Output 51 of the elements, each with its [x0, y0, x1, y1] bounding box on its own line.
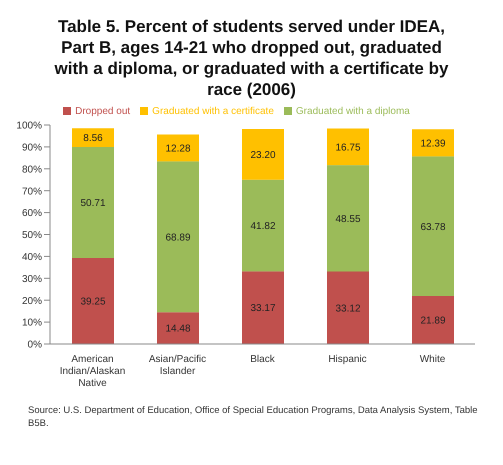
data-label: 41.82	[250, 221, 276, 232]
bar	[242, 128, 284, 180]
bar	[242, 271, 284, 344]
chart-title: Table 5. Percent of students served under IDEA, Part B, ages 14-21 who dropped out, graduated with a diploma, or graduated with a certificate by race (2006)	[54, 16, 450, 100]
bar	[412, 156, 454, 296]
x-tick-label: Asian/Pacific Islander	[148, 354, 206, 377]
bar	[72, 258, 114, 344]
source-note: Source: U.S. Department of Education, Office of Special Education Programs, Data Analysis System, Table B5B.	[27, 404, 479, 430]
bar	[157, 312, 199, 344]
data-label: 16.75	[335, 142, 361, 154]
x-tick-label: Hispanic	[328, 354, 367, 365]
y-tick-label: 50%	[22, 230, 42, 242]
bar	[157, 134, 199, 162]
data-label: 14.48	[165, 324, 191, 335]
x-tick-label: White	[420, 354, 446, 365]
x-tick-label: American Indian/Alaskan Native	[60, 354, 126, 389]
data-label: 63.78	[420, 222, 446, 233]
bar	[327, 128, 369, 166]
y-tick-label: 40%	[22, 252, 42, 263]
data-label: 68.89	[165, 232, 191, 244]
y-tick-label: 90%	[22, 142, 42, 154]
bar	[242, 180, 284, 272]
y-tick-label: 60%	[22, 208, 42, 220]
y-tick-label: 30%	[22, 274, 42, 285]
y-tick-label: 20%	[22, 296, 42, 307]
bar	[72, 146, 114, 258]
data-label: 12.28	[165, 144, 191, 155]
bar	[327, 271, 369, 344]
bar	[157, 161, 199, 312]
bar	[412, 129, 454, 156]
legend-label: Graduated with a certificate	[152, 106, 274, 117]
y-tick-label: 0%	[28, 340, 42, 351]
data-label: 48.55	[335, 214, 361, 225]
data-label: 8.56	[83, 133, 104, 144]
bar	[412, 296, 454, 344]
data-label: 33.17	[250, 303, 276, 314]
data-label: 50.71	[80, 198, 106, 210]
bar	[327, 165, 369, 272]
data-label: 33.12	[335, 303, 361, 314]
y-tick-label: 70%	[22, 186, 42, 198]
x-tick-label: Black	[250, 354, 276, 365]
y-tick-label: 100%	[16, 120, 42, 132]
y-tick-label: 10%	[22, 318, 42, 329]
data-label: 21.89	[420, 316, 446, 327]
legend-label: Dropped out	[75, 106, 130, 117]
y-tick-label: 80%	[22, 164, 42, 176]
legend-label: Graduated with a diploma	[296, 106, 410, 117]
data-label: 23.20	[250, 150, 276, 161]
data-label: 39.25	[80, 296, 106, 308]
data-label: 12.39	[420, 138, 446, 150]
bar	[72, 128, 114, 147]
